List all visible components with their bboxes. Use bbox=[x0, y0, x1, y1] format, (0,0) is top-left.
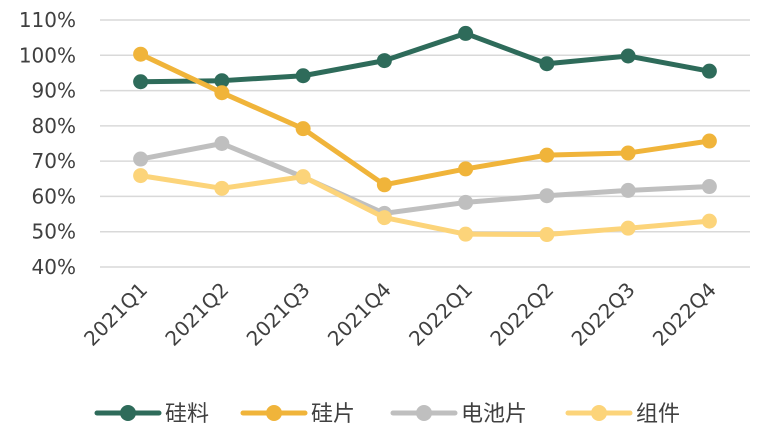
data-point bbox=[458, 226, 474, 242]
data-point bbox=[376, 53, 392, 69]
data-point bbox=[133, 46, 149, 62]
legend-swatch-marker bbox=[416, 405, 432, 421]
x-tick-label: 2021Q3 bbox=[242, 278, 315, 351]
legend-item: 组件 bbox=[565, 402, 680, 427]
x-tick-label: 2021Q4 bbox=[323, 278, 396, 351]
data-point bbox=[701, 213, 717, 229]
legend-label: 电池片 bbox=[461, 402, 527, 427]
legend-item: 硅片 bbox=[240, 402, 355, 427]
data-point bbox=[701, 179, 717, 195]
data-point bbox=[620, 220, 636, 236]
data-point bbox=[620, 182, 636, 198]
series-line bbox=[138, 51, 712, 188]
series-line bbox=[138, 141, 712, 216]
data-point bbox=[214, 73, 230, 89]
data-point bbox=[376, 210, 392, 226]
data-point bbox=[376, 177, 392, 193]
data-point bbox=[133, 74, 149, 90]
y-tick-label: 80% bbox=[32, 114, 76, 138]
y-tick-label: 60% bbox=[32, 184, 76, 208]
data-point bbox=[133, 151, 149, 167]
legend-item: 电池片 bbox=[390, 402, 527, 427]
series-1 bbox=[133, 25, 717, 90]
legend-swatch-marker bbox=[591, 405, 607, 421]
legend-label: 组件 bbox=[636, 402, 680, 427]
data-point bbox=[539, 188, 555, 204]
gridlines bbox=[100, 19, 750, 268]
legend-item: 硅料 bbox=[94, 402, 209, 427]
x-tick-label: 2021Q1 bbox=[79, 278, 152, 351]
data-point bbox=[458, 161, 474, 177]
y-tick-label: 50% bbox=[32, 220, 76, 244]
data-point bbox=[458, 194, 474, 210]
data-point bbox=[701, 133, 717, 149]
x-tick-label: 2022Q4 bbox=[648, 278, 721, 351]
series-4 bbox=[133, 168, 717, 243]
y-tick-label: 40% bbox=[32, 255, 76, 279]
x-tick-label: 2022Q1 bbox=[404, 278, 477, 351]
series-line bbox=[138, 173, 712, 238]
data-point bbox=[620, 48, 636, 64]
y-tick-label: 110% bbox=[19, 8, 76, 32]
data-point bbox=[701, 63, 717, 79]
x-tick-label: 2021Q2 bbox=[160, 278, 233, 351]
series-lines bbox=[133, 25, 717, 243]
legend-swatch-marker bbox=[266, 405, 282, 421]
series-line bbox=[138, 30, 712, 85]
data-point bbox=[214, 85, 230, 101]
x-axis-ticks: 2021Q1 2021Q2 2021Q3 2021Q4 2022Q1 2022Q2 2022… bbox=[79, 278, 721, 351]
data-point bbox=[214, 136, 230, 151]
data-point bbox=[295, 169, 311, 185]
y-tick-label: 90% bbox=[32, 79, 76, 103]
legend-label: 硅片 bbox=[311, 402, 355, 427]
data-point bbox=[539, 56, 555, 72]
data-point bbox=[620, 145, 636, 161]
legend-label: 硅料 bbox=[165, 402, 209, 427]
data-point bbox=[133, 168, 149, 184]
legend: 硅料 硅片 电池片 组件 bbox=[94, 402, 680, 427]
series-2 bbox=[133, 46, 717, 193]
data-point bbox=[295, 121, 311, 137]
data-point bbox=[214, 180, 230, 196]
y-tick-label: 100% bbox=[19, 43, 76, 67]
y-axis-ticks: 40% 50% 60% 70% 80% 90% 100% 110% bbox=[19, 8, 76, 279]
x-tick-label: 2022Q2 bbox=[485, 278, 558, 351]
data-point bbox=[295, 68, 311, 84]
y-tick-label: 70% bbox=[32, 149, 76, 173]
data-point bbox=[458, 25, 474, 41]
legend-swatch-marker bbox=[120, 405, 136, 421]
x-tick-label: 2022Q3 bbox=[567, 278, 640, 351]
data-point bbox=[539, 227, 555, 243]
data-point bbox=[539, 147, 555, 163]
series-3 bbox=[133, 136, 717, 221]
